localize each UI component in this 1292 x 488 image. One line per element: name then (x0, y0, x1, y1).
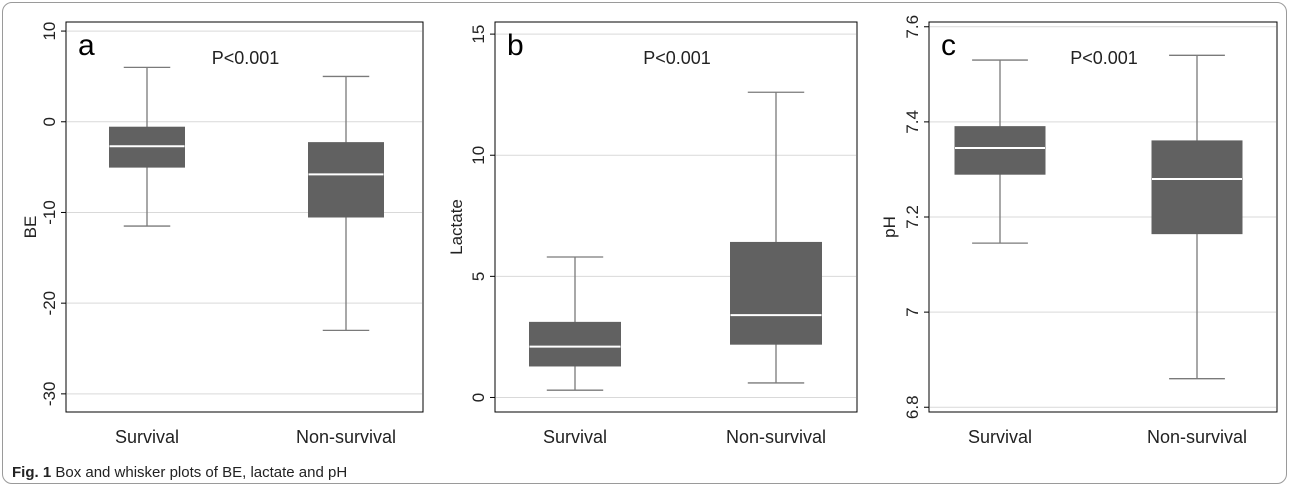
x-category-label: Non-survival (296, 427, 396, 447)
p-value-annotation: P<0.001 (643, 48, 711, 68)
iqr-box (954, 126, 1046, 175)
chart-panel-b: 0 5 10 15 Lactate b P<0.001 Survival Non-surviva… (447, 21, 858, 447)
y-axis-label: pH (880, 216, 899, 238)
x-category-label: Non-survival (726, 427, 826, 447)
y-tick-label: 0 (40, 117, 59, 126)
chart-panel-a: -30 -20 -10 0 10 BE a P<0.001 Survival Non-surviv… (21, 21, 424, 447)
iqr-box (308, 142, 384, 218)
chart-panel-c: 6.8 7 7.2 7.4 7.6 pH c P<0.001 Survival Non-survi… (880, 15, 1278, 447)
x-category-label: Non-survival (1147, 427, 1247, 447)
box-survival (954, 59, 1046, 244)
iqr-box (1151, 140, 1243, 235)
box-non-survival (730, 91, 822, 384)
p-value-annotation: P<0.001 (212, 48, 280, 68)
y-tick-label: 7.2 (903, 205, 922, 229)
y-tick-label: 7 (903, 307, 922, 316)
box-survival (109, 66, 185, 227)
iqr-box (730, 241, 822, 345)
box-non-survival (1151, 54, 1243, 380)
y-tick-label: 0 (469, 393, 488, 402)
box-survival (529, 256, 621, 391)
y-tick-label: -20 (40, 291, 59, 316)
x-category-label: Survival (543, 427, 607, 447)
iqr-box (529, 321, 621, 367)
y-tick-label: -10 (40, 200, 59, 225)
caption-text: Box and whisker plots of BE, lactate and… (55, 464, 348, 481)
panel-label: c (941, 29, 956, 62)
box-non-survival (308, 75, 384, 332)
caption-label: Fig. 1 (12, 464, 52, 481)
y-tick-label: 5 (469, 272, 488, 281)
y-tick-label: 15 (469, 25, 488, 44)
y-tick-label: 10 (40, 22, 59, 41)
y-tick-label: 10 (469, 146, 488, 165)
x-category-label: Survival (968, 427, 1032, 447)
y-axis-label: Lactate (447, 199, 466, 255)
y-axis-label: BE (21, 216, 40, 239)
y-tick-label: 7.4 (903, 110, 922, 134)
panel-label: a (78, 29, 95, 62)
y-tick-label: 7.6 (903, 15, 922, 39)
y-tick-label: 6.8 (903, 395, 922, 419)
x-category-label: Survival (115, 427, 179, 447)
y-tick-label: -30 (40, 382, 59, 407)
p-value-annotation: P<0.001 (1070, 48, 1138, 68)
panel-label: b (507, 29, 524, 62)
figure-caption: Fig. 1 Box and whisker plots of BE, lact… (12, 464, 347, 481)
